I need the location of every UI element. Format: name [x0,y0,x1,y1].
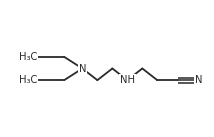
Text: H₃C: H₃C [19,52,37,62]
Text: N: N [195,75,202,85]
Text: NH: NH [120,75,135,85]
Text: N: N [79,64,86,73]
Text: H₃C: H₃C [19,75,37,85]
